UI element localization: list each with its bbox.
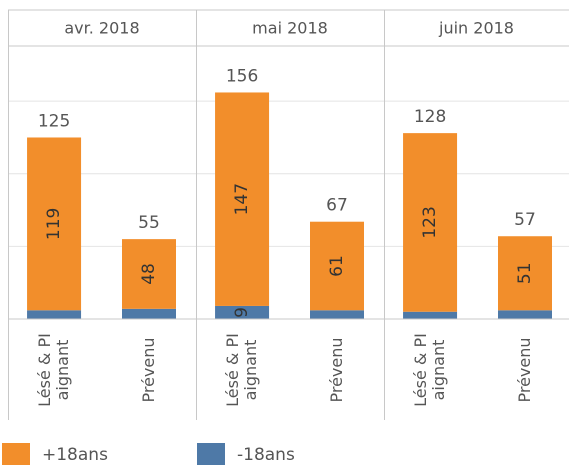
segment-label: 119	[44, 208, 64, 240]
bar-segment	[310, 310, 364, 319]
category-label: Lésé & PI aignant	[35, 332, 73, 407]
facet-title: juin 2018	[438, 19, 514, 38]
total-label: 125	[38, 111, 70, 131]
bar-segment	[122, 239, 176, 309]
bar-segment	[403, 133, 458, 312]
total-label: 156	[226, 66, 258, 86]
total-label: 57	[514, 210, 536, 230]
segment-label: 51	[515, 262, 535, 284]
bar-segment	[27, 137, 82, 311]
total-label: 55	[138, 213, 160, 233]
category-label: Prévenu	[515, 336, 534, 403]
legend-label: -18ans	[237, 445, 295, 465]
category-label: Prévenu	[327, 336, 346, 403]
total-label: 128	[414, 107, 446, 127]
segment-label: 61	[327, 255, 347, 277]
bar-segment	[122, 308, 176, 319]
bar-segment	[310, 221, 364, 311]
segment-label: 123	[420, 206, 440, 238]
category-label: Lésé & PI aignant	[223, 332, 261, 407]
total-label: 67	[326, 196, 348, 216]
segment-label: 9	[232, 307, 252, 318]
bar-segment	[215, 305, 270, 319]
segment-label: 147	[232, 183, 252, 215]
category-label: Prévenu	[139, 336, 158, 403]
category-label: Lésé & PI aignant	[411, 332, 449, 407]
legend-swatch	[2, 443, 30, 465]
bar-segment	[403, 311, 458, 319]
bar-segment	[215, 92, 270, 306]
segment-label: 48	[139, 263, 159, 285]
bar-segment	[498, 310, 552, 319]
facet-title: avr. 2018	[64, 19, 139, 38]
bar-segment	[498, 236, 552, 311]
legend-label: +18ans	[42, 445, 108, 465]
bar-segment	[27, 310, 82, 319]
legend-swatch	[197, 443, 225, 465]
facet-title: mai 2018	[252, 19, 328, 38]
